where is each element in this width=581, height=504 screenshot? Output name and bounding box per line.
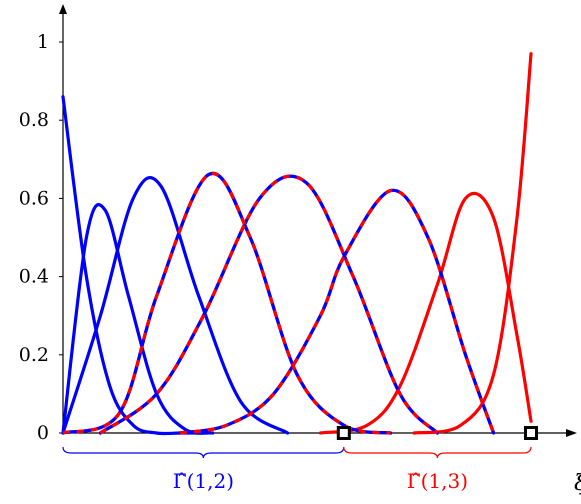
y-tick-label: 0.2 [19, 344, 49, 366]
x-axis-label: ξ [574, 471, 581, 496]
red-dash-overlay-1 [62, 171, 391, 435]
knot-marker-1 [336, 426, 351, 440]
y-tick-label: 0.8 [19, 109, 49, 131]
brace-label-2: Γ̂(1,3) [407, 469, 468, 493]
braces: Γ̂(1,2) Γ̂(1,3) [62, 446, 532, 493]
red-curve-2 [98, 174, 439, 435]
red-curve-5 [412, 52, 533, 435]
y-tick-label: 0.6 [19, 187, 49, 209]
red-curve-3 [178, 188, 496, 435]
axes: 0 0.2 0.4 0.6 0.8 1 ξ [19, 4, 581, 496]
brace-label-1: Γ̂(1,2) [173, 469, 234, 493]
blue-curve-3 [61, 176, 290, 435]
red-curve-4 [318, 191, 533, 435]
markers [336, 426, 538, 440]
brace-2 [343, 446, 532, 459]
x-axis-arrow [566, 429, 577, 437]
y-tick-label: 1 [37, 31, 49, 53]
red-dash-overlay-2 [99, 174, 439, 435]
blue-curve-5 [98, 174, 439, 435]
blue-curve-6 [178, 188, 496, 435]
y-tick-label: 0.4 [19, 266, 49, 288]
red-dash-overlay-3 [179, 188, 496, 435]
y-axis-arrow [59, 4, 67, 14]
brace-1 [62, 446, 345, 459]
y-tick-label: 0 [37, 422, 49, 444]
blue-curve-2 [61, 203, 215, 435]
curves [61, 52, 533, 436]
knot-marker-2 [524, 426, 538, 440]
